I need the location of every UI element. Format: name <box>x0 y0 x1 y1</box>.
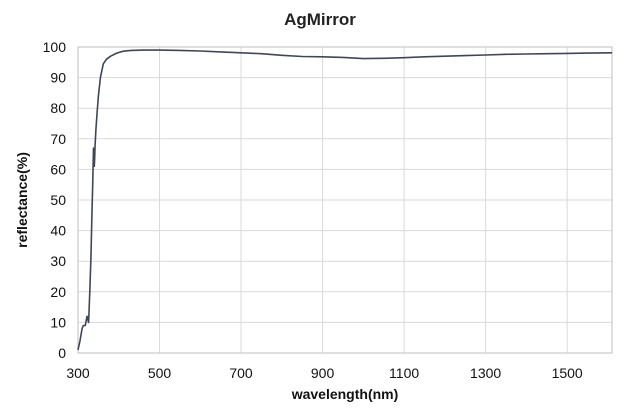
y-axis-label: reflectance(%) <box>14 152 30 248</box>
x-axis-ticks: 300 500 700 900 1100 1300 1500 <box>66 365 583 381</box>
y-tick-label: 60 <box>50 161 66 177</box>
x-tick-label: 300 <box>66 365 90 381</box>
y-tick-label: 0 <box>58 345 66 361</box>
y-tick-label: 70 <box>50 131 66 147</box>
x-axis-label: wavelength(nm) <box>291 386 399 402</box>
x-tick-label: 500 <box>148 365 172 381</box>
x-tick-label: 700 <box>229 365 253 381</box>
x-tick-label: 900 <box>311 365 335 381</box>
y-tick-label: 90 <box>50 70 66 86</box>
series-line <box>77 49 613 351</box>
y-tick-label: 10 <box>50 314 66 330</box>
y-tick-label: 40 <box>50 223 66 239</box>
y-tick-label: 100 <box>43 39 67 55</box>
y-axis-ticks: 0 10 20 30 40 50 60 70 80 90 100 <box>43 39 67 361</box>
y-tick-label: 80 <box>50 100 66 116</box>
chart-title: AgMirror <box>284 10 356 29</box>
y-tick-label: 30 <box>50 253 66 269</box>
y-tick-label: 20 <box>50 284 66 300</box>
x-tick-label: 1300 <box>470 365 501 381</box>
x-tick-label: 1100 <box>389 365 419 381</box>
x-tick-label: 1500 <box>552 365 583 381</box>
plot-area <box>77 46 613 354</box>
y-tick-label: 50 <box>50 192 66 208</box>
grid <box>77 46 612 354</box>
